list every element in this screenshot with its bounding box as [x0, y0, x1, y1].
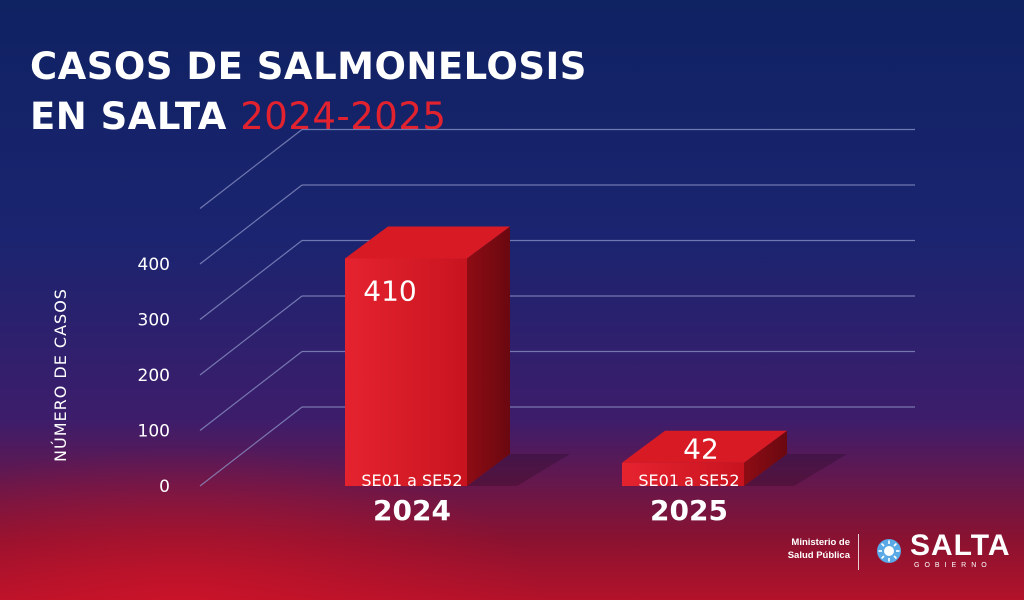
grid-diagonal-3 — [199, 240, 303, 320]
category-sublabel-2025: SE01 a SE52 — [638, 471, 739, 490]
page-title: CASOS DE SALMONELOSIS EN SALTA 2024-2025 — [30, 42, 587, 142]
footer-divider — [858, 534, 859, 570]
chart-bars: 410 42 — [345, 226, 847, 486]
y-tick-200: 200 — [138, 366, 170, 386]
bar-top-2025 — [622, 430, 787, 463]
y-tick-labels: 0 100 200 300 400 — [138, 255, 170, 497]
category-label-2024: 2024 — [373, 494, 451, 527]
title-line-2: EN SALTA 2024-2025 — [30, 92, 587, 142]
data-label-2025: 42 — [683, 433, 719, 466]
title-place: EN SALTA — [30, 95, 227, 138]
bar-front-2024 — [345, 258, 467, 486]
grid-diagonal-5 — [199, 129, 303, 209]
sun-logo-icon — [877, 539, 901, 563]
data-label-2024: 410 — [363, 274, 416, 307]
category-labels: SE01 a SE52 2024 SE01 a SE52 2025 — [361, 471, 739, 527]
ministry-line-1: Ministerio de — [791, 537, 850, 548]
grid-diagonal-0 — [199, 406, 303, 487]
bar-2025 — [622, 430, 847, 486]
ministry-line-2: Salud Pública — [787, 550, 850, 561]
chart-grid — [199, 128, 915, 487]
category-sublabel-2024: SE01 a SE52 — [361, 471, 462, 490]
title-line-1: CASOS DE SALMONELOSIS — [30, 45, 587, 88]
bar-top-2024 — [345, 226, 510, 259]
y-tick-400: 400 — [138, 255, 170, 275]
y-tick-100: 100 — [138, 422, 170, 442]
y-tick-0: 0 — [159, 477, 170, 497]
bar-shadow-2024 — [467, 454, 570, 486]
ministry-name: Ministerio de Salud Pública — [760, 536, 850, 562]
bar-side-2025 — [744, 430, 787, 486]
logo-subtitle: GOBIERNO — [914, 562, 992, 569]
bar-shadow-2025 — [744, 454, 847, 486]
bar-front-2025 — [622, 462, 744, 486]
title-years: 2024-2025 — [240, 95, 447, 138]
grid-diagonal-1 — [199, 351, 303, 431]
footer-brand: Ministerio de Salud Pública SALTA GOBIER… — [740, 526, 1024, 576]
y-axis-label: NÚMERO DE CASOS — [51, 288, 70, 462]
y-tick-300: 300 — [138, 311, 170, 331]
bar-2024 — [345, 226, 570, 486]
category-label-2025: 2025 — [650, 494, 728, 527]
bar-side-2024 — [467, 226, 510, 486]
grid-diagonal-4 — [199, 184, 303, 265]
grid-diagonal-2 — [199, 295, 303, 376]
logo-wordmark: SALTA — [910, 529, 1011, 562]
